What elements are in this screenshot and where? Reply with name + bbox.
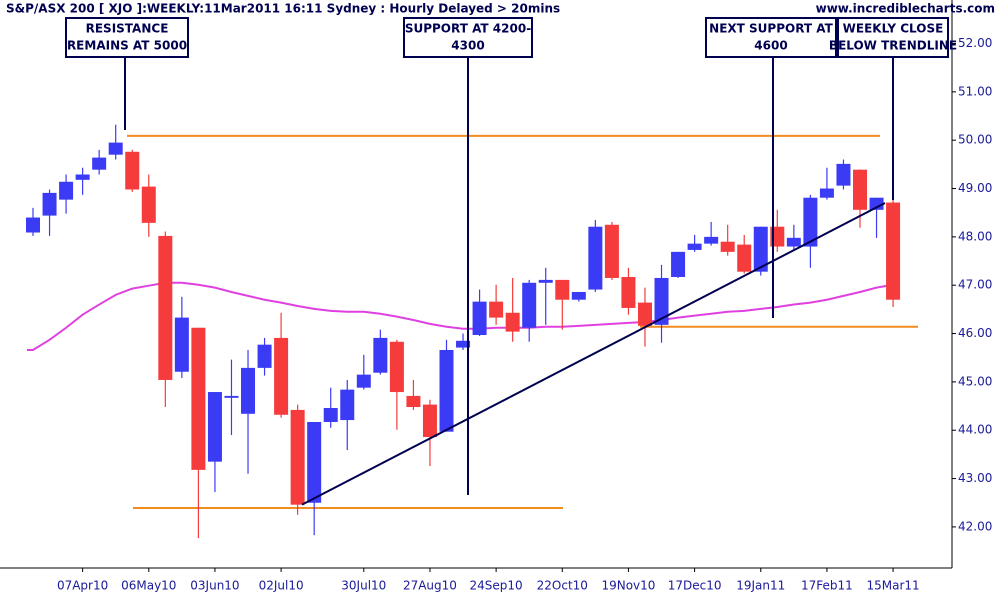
x-tick-label: 22Oct10 — [537, 579, 588, 593]
candle-body — [174, 317, 189, 372]
annotation-text: BELOW TRENDLINE — [829, 39, 957, 53]
annotation-box — [705, 17, 837, 58]
candle-body — [588, 226, 603, 290]
candle-body — [737, 244, 752, 272]
x-tick-label: 03Jun10 — [190, 579, 239, 593]
candle-body — [604, 224, 619, 278]
x-tick-label: 07Apr10 — [57, 579, 108, 593]
annotation-text: 4600 — [754, 39, 787, 53]
candle-body — [373, 337, 388, 373]
candle-body — [704, 236, 719, 244]
candle-body — [191, 327, 206, 470]
candle-body — [323, 407, 338, 423]
candle-body — [224, 395, 239, 398]
candle-body — [340, 389, 355, 421]
y-tick-label: 47.00 — [958, 278, 992, 292]
candle-body — [307, 422, 322, 503]
annotation-text: NEXT SUPPORT AT — [709, 22, 833, 36]
y-tick-label: 48.00 — [958, 229, 992, 243]
y-tick-label: 51.00 — [958, 84, 992, 98]
candle-body — [75, 174, 90, 180]
annotation-text: 4300 — [451, 39, 484, 53]
annotation-text: WEEKLY CLOSE — [843, 22, 944, 36]
candle-body — [241, 367, 256, 414]
candle-body — [637, 302, 652, 326]
candle-body — [621, 276, 636, 308]
candle-body — [456, 340, 471, 348]
candle-body — [290, 409, 305, 505]
annotation-text: RESISTANCE — [86, 22, 169, 36]
candle-body — [406, 395, 421, 408]
candle-body — [26, 217, 40, 233]
candle-body — [472, 301, 487, 335]
chart-title: S&P/ASX 200 [ XJO ]:WEEKLY:11Mar2011 16:… — [6, 2, 560, 16]
x-tick-label: 17Dec10 — [668, 579, 722, 593]
y-tick-label: 49.00 — [958, 181, 992, 195]
candle-body — [671, 251, 686, 277]
candle-body — [108, 142, 123, 155]
trendline — [301, 202, 886, 506]
candle-body — [422, 404, 437, 437]
candle-body — [886, 202, 901, 300]
y-tick-label: 45.00 — [958, 374, 992, 388]
y-tick-label: 46.00 — [958, 326, 992, 340]
annotation-box — [837, 17, 949, 58]
candle-body — [571, 291, 586, 300]
candle-body — [538, 279, 553, 283]
source: www.incrediblecharts.com — [816, 2, 995, 16]
candle-body — [819, 188, 834, 198]
candle-body — [720, 241, 735, 252]
candle-body — [505, 312, 520, 332]
plot-area — [26, 124, 918, 539]
candle-body — [42, 192, 57, 216]
candle-body — [853, 169, 867, 210]
candle-body — [389, 341, 404, 393]
y-tick-label: 44.00 — [958, 423, 992, 437]
x-tick-label: 19Jan11 — [736, 579, 785, 593]
candle-body — [786, 237, 801, 247]
candle-body — [59, 181, 74, 200]
candle-body — [869, 197, 884, 210]
annotation-box — [65, 17, 189, 58]
candle-body — [687, 243, 702, 250]
y-tick-label: 42.00 — [958, 519, 992, 533]
candle-body — [489, 301, 504, 318]
annotation-text: SUPPORT AT 4200- — [405, 22, 531, 36]
candle-body — [803, 197, 818, 247]
candle-body — [836, 163, 851, 186]
candle-body — [654, 277, 669, 325]
x-tick-label: 19Nov10 — [601, 579, 655, 593]
candle-body — [92, 157, 107, 170]
x-tick-label: 30Jul10 — [341, 579, 386, 593]
candle-body — [274, 337, 289, 415]
annotation-box — [403, 17, 533, 58]
candle-body — [555, 279, 570, 300]
x-tick-label: 02Jul10 — [259, 579, 304, 593]
y-tick-label: 43.00 — [958, 471, 992, 485]
x-tick-label: 15Mar11 — [866, 579, 919, 593]
candle-body — [522, 282, 537, 328]
annotation-text: REMAINS AT 5000 — [67, 39, 187, 53]
candle-body — [439, 349, 454, 432]
x-tick-label: 17Feb11 — [801, 579, 853, 593]
candle-body — [753, 226, 768, 272]
candle-body — [141, 186, 156, 223]
candle-body — [356, 374, 371, 388]
candle-body — [158, 235, 173, 380]
y-tick-label: 50.00 — [958, 133, 992, 147]
x-tick-label: 06May10 — [121, 579, 176, 593]
candle-body — [125, 151, 140, 190]
annotations: RESISTANCE REMAINS AT 5000 SUPPORT AT 42… — [65, 17, 957, 495]
x-tick-label: 27Aug10 — [403, 579, 457, 593]
y-tick-label: 52.00 — [958, 36, 992, 50]
candle-body — [257, 344, 272, 368]
candle-body — [207, 392, 222, 462]
x-tick-label: 24Sep10 — [470, 579, 523, 593]
